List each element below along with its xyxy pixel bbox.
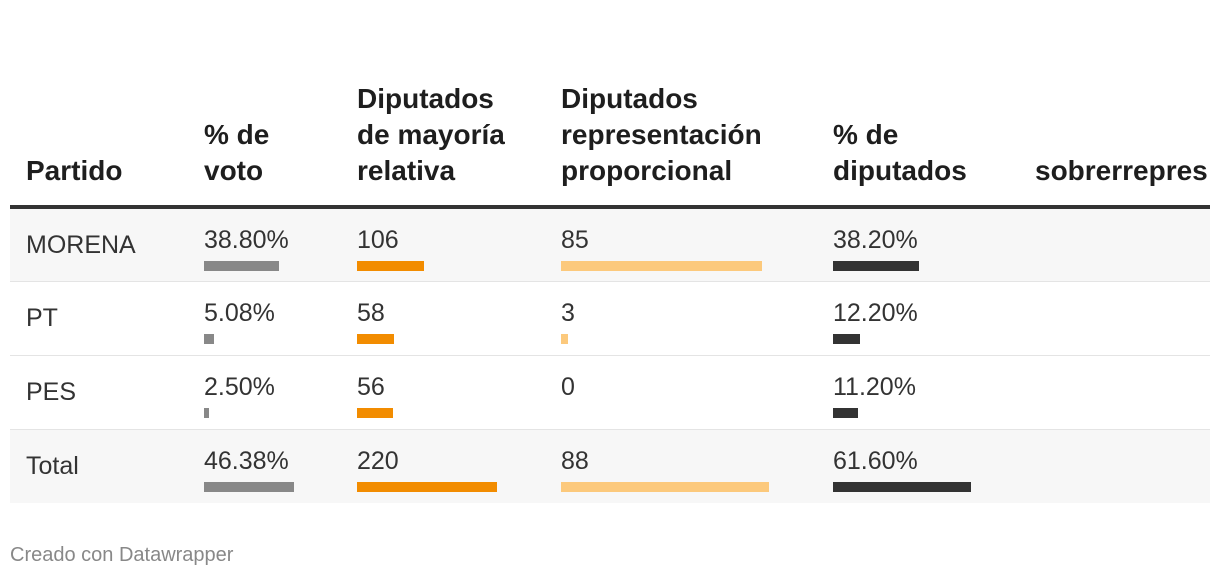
table-container: Partido % de voto Diputados de mayoría r… [10, 0, 1210, 580]
data-label-mayoria: 106 [357, 226, 399, 254]
cell-mayoria: 106 [341, 207, 545, 281]
header-rp[interactable]: Diputados representación proporcional [561, 83, 762, 186]
cell-rp: 0 [545, 355, 817, 429]
data-label-vote: 46.38% [204, 446, 289, 475]
cell-vote: 5.08% [188, 281, 341, 355]
bar-rp [561, 261, 762, 271]
cell-sobrerrepresentacion [1019, 281, 1210, 355]
cell-sobrerrepresentacion [1019, 207, 1210, 281]
bar-dip [833, 261, 919, 271]
header-sobrerrepresentacion[interactable]: sobrerrepres [1035, 155, 1208, 186]
data-label-rp: 85 [561, 226, 589, 254]
bar-mayoria [357, 481, 497, 492]
data-label-vote: 5.08% [204, 298, 275, 327]
data-label-dip: 11.20% [833, 372, 916, 401]
table-row: Total 46.38% 220 88 61.60% [10, 429, 1210, 503]
data-label-mayoria: 56 [357, 372, 385, 401]
bar-rp [561, 481, 769, 492]
cell-vote: 46.38% [188, 429, 341, 503]
bar-mayoria [357, 333, 394, 344]
data-label-vote: 38.80% [204, 226, 289, 254]
data-label-rp: 0 [561, 372, 575, 401]
bar-dip [833, 333, 860, 344]
cell-partido: PT [26, 304, 58, 332]
table-row: PT 5.08% 58 3 12.20% [10, 281, 1210, 355]
header-dip-pct[interactable]: % de diputados [833, 119, 967, 186]
header-partido[interactable]: Partido [26, 155, 123, 186]
bar-vote [204, 333, 214, 344]
bar-mayoria [357, 407, 393, 418]
table-row: MORENA 38.80% 106 85 38.20% [10, 207, 1210, 281]
data-label-dip: 12.20% [833, 298, 918, 327]
cell-vote: 38.80% [188, 207, 341, 281]
data-label-mayoria: 220 [357, 446, 399, 475]
cell-mayoria: 220 [341, 429, 545, 503]
data-label-rp: 3 [561, 298, 575, 327]
cell-dip: 11.20% [817, 355, 1019, 429]
cell-partido: MORENA [26, 230, 136, 259]
bar-vote [204, 481, 294, 492]
cell-mayoria: 58 [341, 281, 545, 355]
cell-partido: PES [26, 378, 77, 406]
bar-mayoria [357, 261, 424, 271]
header-vote-pct[interactable]: % de voto [204, 119, 270, 186]
cell-mayoria: 56 [341, 355, 545, 429]
cell-dip: 12.20% [817, 281, 1019, 355]
table-row: PES 2.50% 56 0 11.20% [10, 355, 1210, 429]
bar-rp [561, 333, 568, 344]
cell-dip: 38.20% [817, 207, 1019, 281]
table-body: MORENA 38.80% 106 85 38.20% PT 5.08% 58 3 12.20% P… [10, 207, 1210, 503]
cell-sobrerrepresentacion [1019, 355, 1210, 429]
data-label-rp: 88 [561, 446, 589, 475]
data-label-vote: 2.50% [204, 372, 275, 401]
cell-sobrerrepresentacion [1019, 429, 1210, 503]
data-label-dip: 61.60% [833, 446, 918, 475]
data-table: Partido % de voto Diputados de mayoría r… [10, 0, 1210, 503]
bar-dip [833, 481, 971, 492]
footer-credit[interactable]: Creado con Datawrapper [10, 544, 234, 566]
cell-rp: 3 [545, 281, 817, 355]
bar-vote [204, 407, 209, 418]
header-mayoria[interactable]: Diputados de mayoría relativa [357, 83, 505, 186]
bar-vote [204, 261, 279, 271]
data-label-mayoria: 58 [357, 298, 385, 327]
cell-partido: Total [26, 452, 79, 481]
header-row: Partido % de voto Diputados de mayoría r… [10, 0, 1210, 207]
cell-rp: 85 [545, 207, 817, 281]
cell-vote: 2.50% [188, 355, 341, 429]
cell-dip: 61.60% [817, 429, 1019, 503]
bar-dip [833, 407, 858, 418]
cell-rp: 88 [545, 429, 817, 503]
data-label-dip: 38.20% [833, 226, 918, 254]
